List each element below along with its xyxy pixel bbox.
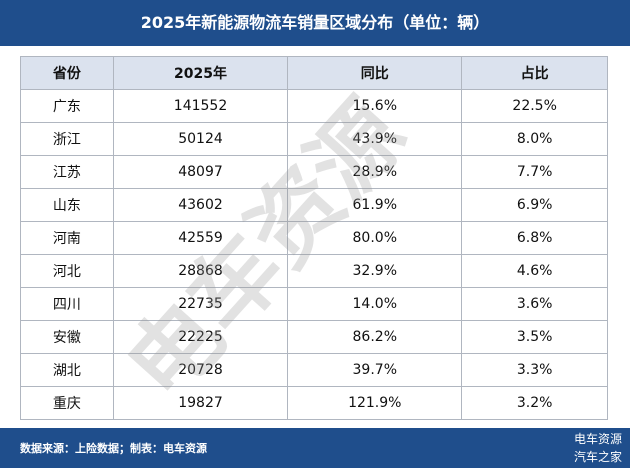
logo-text: 电车资源	[573, 432, 622, 446]
table-cell: 48097	[112, 155, 289, 189]
table: 省份 2025年 同比 占比 广东 141552 15.6% 22.5% 浙江 50124 43.…	[20, 56, 608, 420]
table-cell: 19827	[112, 386, 289, 420]
table-cell: 22735	[112, 287, 289, 321]
table-cell: 15.6%	[287, 89, 463, 123]
table-cell: 14.0%	[287, 287, 463, 321]
table-cell: 3.6%	[461, 287, 608, 321]
table-cell: 8.0%	[461, 122, 608, 156]
table-row: 河南 42559 80.0% 6.8%	[20, 221, 608, 255]
table-cell: 43.9%	[287, 122, 463, 156]
table-cell: 3.2%	[461, 386, 608, 420]
table-cell: 湖北	[20, 353, 114, 387]
table-cell: 浙江	[20, 122, 114, 156]
table-cell: 四川	[20, 287, 114, 321]
column-header: 省份	[20, 56, 114, 90]
table-cell: 河北	[20, 254, 114, 288]
table-row: 江苏 48097 28.9% 7.7%	[20, 155, 608, 189]
table-cell: 7.7%	[461, 155, 608, 189]
table-cell: 43602	[112, 188, 289, 222]
table-row: 浙江 50124 43.9% 8.0%	[20, 122, 608, 156]
table-row: 山东 43602 61.9% 6.9%	[20, 188, 608, 222]
table-cell: 22225	[112, 320, 289, 354]
table-cell: 3.5%	[461, 320, 608, 354]
table-cell: 86.2%	[287, 320, 463, 354]
table-cell: 6.9%	[461, 188, 608, 222]
table-cell: 80.0%	[287, 221, 463, 255]
table-cell: 28868	[112, 254, 289, 288]
table-cell: 22.5%	[461, 89, 608, 123]
table-row: 四川 22735 14.0% 3.6%	[20, 287, 608, 321]
table-cell: 50124	[112, 122, 289, 156]
title: 2025年新能源物流车销量区域分布（单位：辆）	[0, 0, 630, 46]
column-header: 2025年	[112, 56, 289, 90]
table-cell: 江苏	[20, 155, 114, 189]
table-cell: 141552	[112, 89, 289, 123]
logo-text: 汽车之家	[573, 450, 622, 464]
footer: 数据来源：上险数据；制表：电车资源 电车资源 汽车之家	[0, 428, 630, 468]
table-cell: 安徽	[20, 320, 114, 354]
table-cell: 20728	[112, 353, 289, 387]
table-cell: 广东	[20, 89, 114, 123]
column-header: 同比	[287, 56, 463, 90]
header-row: 省份 2025年 同比 占比	[20, 56, 608, 90]
column-header: 占比	[461, 56, 608, 90]
table-body: 广东 141552 15.6% 22.5% 浙江 50124 43.9% 8.0% 江苏 4809…	[20, 89, 608, 420]
table-head: 省份 2025年 同比 占比	[20, 56, 608, 90]
table-cell: 河南	[20, 221, 114, 255]
table-row: 河北 28868 32.9% 4.6%	[20, 254, 608, 288]
table-cell: 32.9%	[287, 254, 463, 288]
table-row: 重庆 19827 121.9% 3.2%	[20, 386, 608, 420]
table-cell: 61.9%	[287, 188, 463, 222]
table-cell: 3.3%	[461, 353, 608, 387]
table-cell: 28.9%	[287, 155, 463, 189]
table-cell: 121.9%	[287, 386, 463, 420]
table-row: 湖北 20728 39.7% 3.3%	[20, 353, 608, 387]
table-cell: 42559	[112, 221, 289, 255]
table-cell: 重庆	[20, 386, 114, 420]
table-cell: 山东	[20, 188, 114, 222]
table-row: 安徽 22225 86.2% 3.5%	[20, 320, 608, 354]
source-note: 数据来源：上险数据；制表：电车资源	[20, 442, 207, 455]
table-cell: 6.8%	[461, 221, 608, 255]
table-cell: 39.7%	[287, 353, 463, 387]
table-row: 广东 141552 15.6% 22.5%	[20, 89, 608, 123]
table-cell: 4.6%	[461, 254, 608, 288]
